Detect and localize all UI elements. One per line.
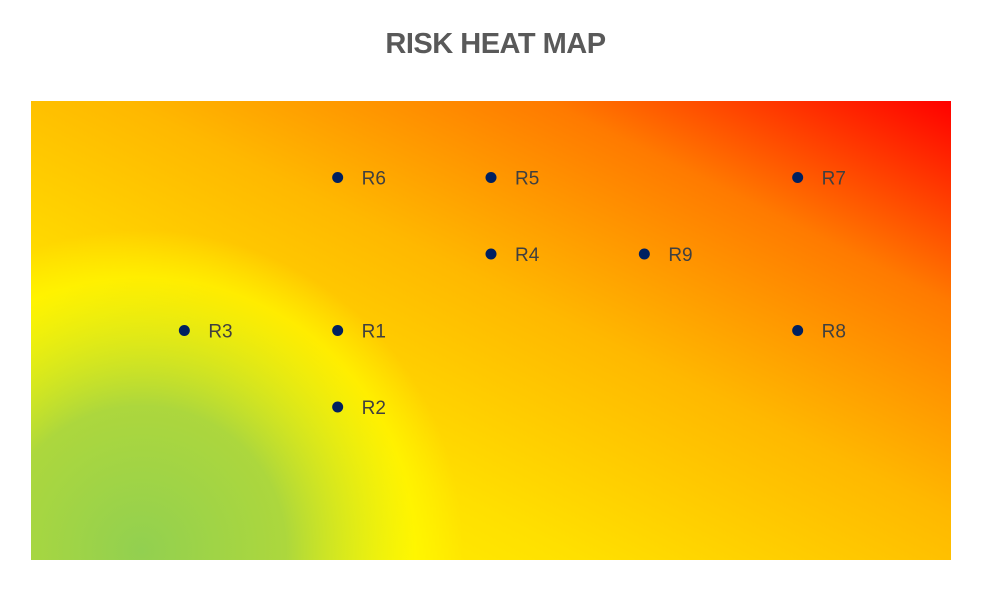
point-label: R3 <box>208 322 232 343</box>
data-point-r1: R1 <box>332 322 386 343</box>
data-point-r9: R9 <box>638 245 693 266</box>
data-point-r5: R5 <box>485 169 539 190</box>
data-point-r6: R6 <box>332 169 386 190</box>
point-label: R6 <box>362 169 386 190</box>
chart-title: RISK HEAT MAP <box>385 28 606 60</box>
data-point-r7: R7 <box>792 169 846 190</box>
point-marker <box>332 401 344 413</box>
low-risk-zone <box>31 101 951 560</box>
point-marker <box>792 172 804 183</box>
points-layer: R1 R2 R3 R4 R5 R6 R7 R8 R9 <box>178 169 846 419</box>
point-label: R7 <box>822 169 846 190</box>
point-marker <box>485 172 497 183</box>
point-label: R8 <box>822 322 846 343</box>
point-marker <box>638 248 650 260</box>
data-point-r8: R8 <box>792 322 846 343</box>
data-point-r2: R2 <box>332 398 386 419</box>
point-marker <box>332 172 344 183</box>
point-label: R2 <box>362 398 386 419</box>
point-label: R4 <box>515 245 540 266</box>
point-label: R9 <box>668 245 692 266</box>
data-point-r3: R3 <box>178 322 233 343</box>
point-label: R5 <box>515 169 539 190</box>
point-label: R1 <box>362 322 386 343</box>
point-marker <box>485 248 497 260</box>
point-marker <box>178 325 190 336</box>
data-point-r4: R4 <box>485 245 540 266</box>
plot-area <box>31 101 951 560</box>
point-marker <box>792 325 804 336</box>
point-marker <box>332 325 344 336</box>
